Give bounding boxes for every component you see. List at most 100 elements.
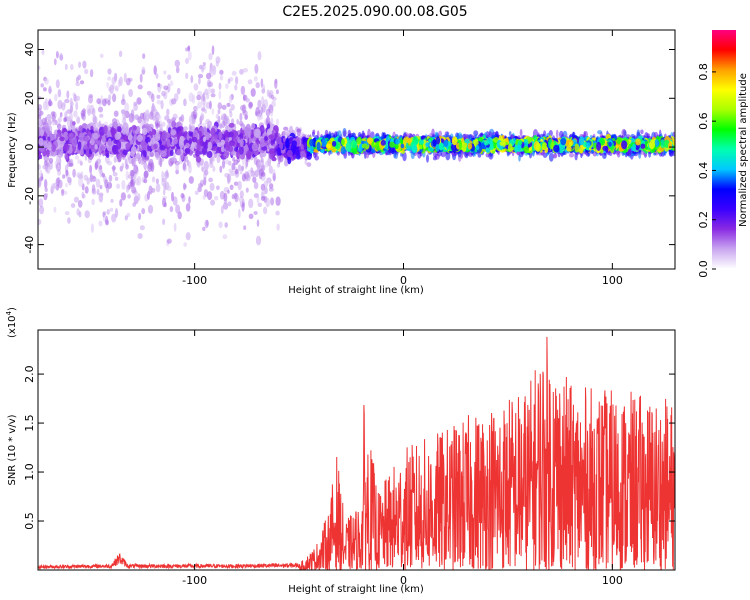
spectrogram-cell <box>285 138 290 149</box>
spectrogram-cell <box>228 122 235 128</box>
spectrogram-cell <box>218 82 222 90</box>
spectrogram-cell <box>202 226 206 231</box>
spectrogram-cell <box>155 178 159 185</box>
spectrogram-cell <box>98 126 106 136</box>
spectrogram-cell <box>241 173 246 182</box>
spectrogram-cell <box>185 47 188 52</box>
spectrogram-cell <box>203 170 207 181</box>
spectrogram-cell <box>273 173 276 182</box>
spectrogram-cell <box>56 123 62 130</box>
spectrogram-cell <box>160 150 167 158</box>
spectrogram-cell <box>244 163 248 170</box>
spectrogram-cell <box>63 143 70 152</box>
spectrogram-cell <box>73 95 79 102</box>
spectrogram-cell <box>185 72 189 80</box>
spectrogram-cell <box>275 196 281 206</box>
spectrogram-cell <box>548 152 554 162</box>
spectrogram-cell <box>227 189 230 194</box>
spectrogram-cell <box>169 80 174 87</box>
spectrogram-cell <box>163 85 169 91</box>
spectrogram-cell <box>124 102 130 112</box>
spectrogram-cell <box>68 132 74 138</box>
spectrogram-cell <box>193 83 199 91</box>
spectrogram-cell <box>646 133 651 139</box>
spectrogram-cell <box>270 139 274 146</box>
spectrogram-cell <box>173 222 177 232</box>
spectrogram-cell <box>246 127 252 137</box>
spectrogram-cell <box>167 74 172 80</box>
spectrogram-cell <box>251 142 258 152</box>
spectrogram-cell <box>130 146 137 155</box>
spectrogram-cell <box>38 218 42 225</box>
spectrogram-cell <box>233 181 239 186</box>
spectrogram-cell <box>75 101 79 111</box>
spectrogram-cell <box>166 238 172 244</box>
spectrogram-cell <box>266 89 270 97</box>
spectrogram-cell <box>112 121 118 130</box>
spectrogram-cell <box>122 110 127 120</box>
spectrogram-cell <box>59 52 63 61</box>
spectrogram-cell <box>95 178 101 188</box>
spectrogram-cell <box>142 150 147 158</box>
spectrogram-cell <box>253 211 258 215</box>
spectrogram-cell <box>117 79 121 88</box>
spectrogram-cell <box>64 111 68 119</box>
spectrogram-cell <box>76 76 79 84</box>
spectrogram-cell <box>176 87 181 95</box>
spectrogram-cell <box>57 176 61 184</box>
spectrogram-cell <box>155 73 159 79</box>
spectrogram-cell <box>58 156 62 166</box>
spectrogram-cell <box>87 108 91 117</box>
spectrogram-cell <box>227 173 232 183</box>
spectrogram-cell <box>180 192 185 199</box>
spectrogram-cell <box>162 189 166 196</box>
spectrogram-cell <box>219 69 224 75</box>
spectrogram-cell <box>268 157 271 167</box>
spectrogram-cell <box>253 128 260 138</box>
spectrogram-cell <box>177 211 182 220</box>
spectrogram-cell <box>137 193 141 201</box>
spectrogram-cell <box>135 177 140 186</box>
spectrogram-cell <box>136 134 143 142</box>
spectrogram-cell <box>104 179 109 189</box>
spectrogram-cell <box>125 170 129 181</box>
spectrogram-cell <box>269 148 275 155</box>
spectrogram-cell <box>212 145 218 151</box>
spectrogram-cell <box>111 84 115 90</box>
spectrogram-cell <box>234 193 239 203</box>
spectrogram-cell <box>176 150 182 156</box>
spectrogram-cell <box>75 82 80 87</box>
spectrogram-cell <box>52 182 58 189</box>
spectrogram-cell <box>143 171 148 179</box>
spectrogram-cell <box>241 202 245 212</box>
spectrogram-cell <box>224 222 228 228</box>
spectrogram-cell <box>82 193 86 199</box>
spectrogram-cell <box>106 209 110 215</box>
spectrogram-cell <box>147 204 154 214</box>
spectrogram-cell <box>77 141 82 151</box>
spectrogram-cell <box>106 82 109 88</box>
spectrogram-cell <box>640 129 644 135</box>
spectrogram-cell <box>219 165 223 173</box>
spectrogram-cell <box>237 164 242 171</box>
spectrogram-cell <box>458 153 462 162</box>
spectrogram-cell <box>236 149 241 160</box>
spectrogram-cell <box>206 72 212 80</box>
spectrogram-cell <box>174 59 180 67</box>
spectrogram-cell <box>236 118 239 125</box>
spectrogram-cell <box>86 177 90 185</box>
spectrogram-cell <box>182 161 186 171</box>
spectrogram-cell <box>216 142 223 148</box>
spectrogram-cell <box>252 176 257 183</box>
spectrogram-cell <box>117 153 122 163</box>
spectrogram-cell <box>59 136 65 142</box>
spectrogram-cell <box>142 53 146 59</box>
spectrogram-cell <box>57 89 62 98</box>
spectrogram-cell <box>271 156 277 162</box>
spectrogram-cell <box>361 130 365 139</box>
spectrogram-cell <box>61 189 65 197</box>
spectrogram-cell <box>89 177 94 182</box>
spectrogram-cell <box>432 156 437 161</box>
spectrogram-cell <box>202 194 206 200</box>
spectrogram-cell <box>79 80 85 85</box>
